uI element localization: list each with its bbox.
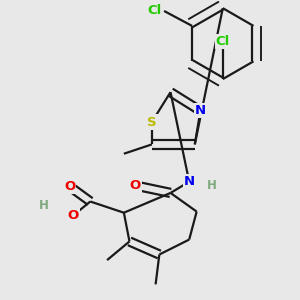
Text: H: H: [39, 200, 49, 212]
Text: N: N: [195, 104, 206, 117]
Text: O: O: [64, 180, 75, 193]
Text: H: H: [207, 179, 217, 192]
Text: Cl: Cl: [148, 4, 162, 17]
Text: S: S: [147, 116, 157, 128]
Text: O: O: [129, 179, 141, 192]
Text: O: O: [68, 209, 79, 222]
Text: N: N: [184, 175, 195, 188]
Text: Cl: Cl: [216, 35, 230, 48]
